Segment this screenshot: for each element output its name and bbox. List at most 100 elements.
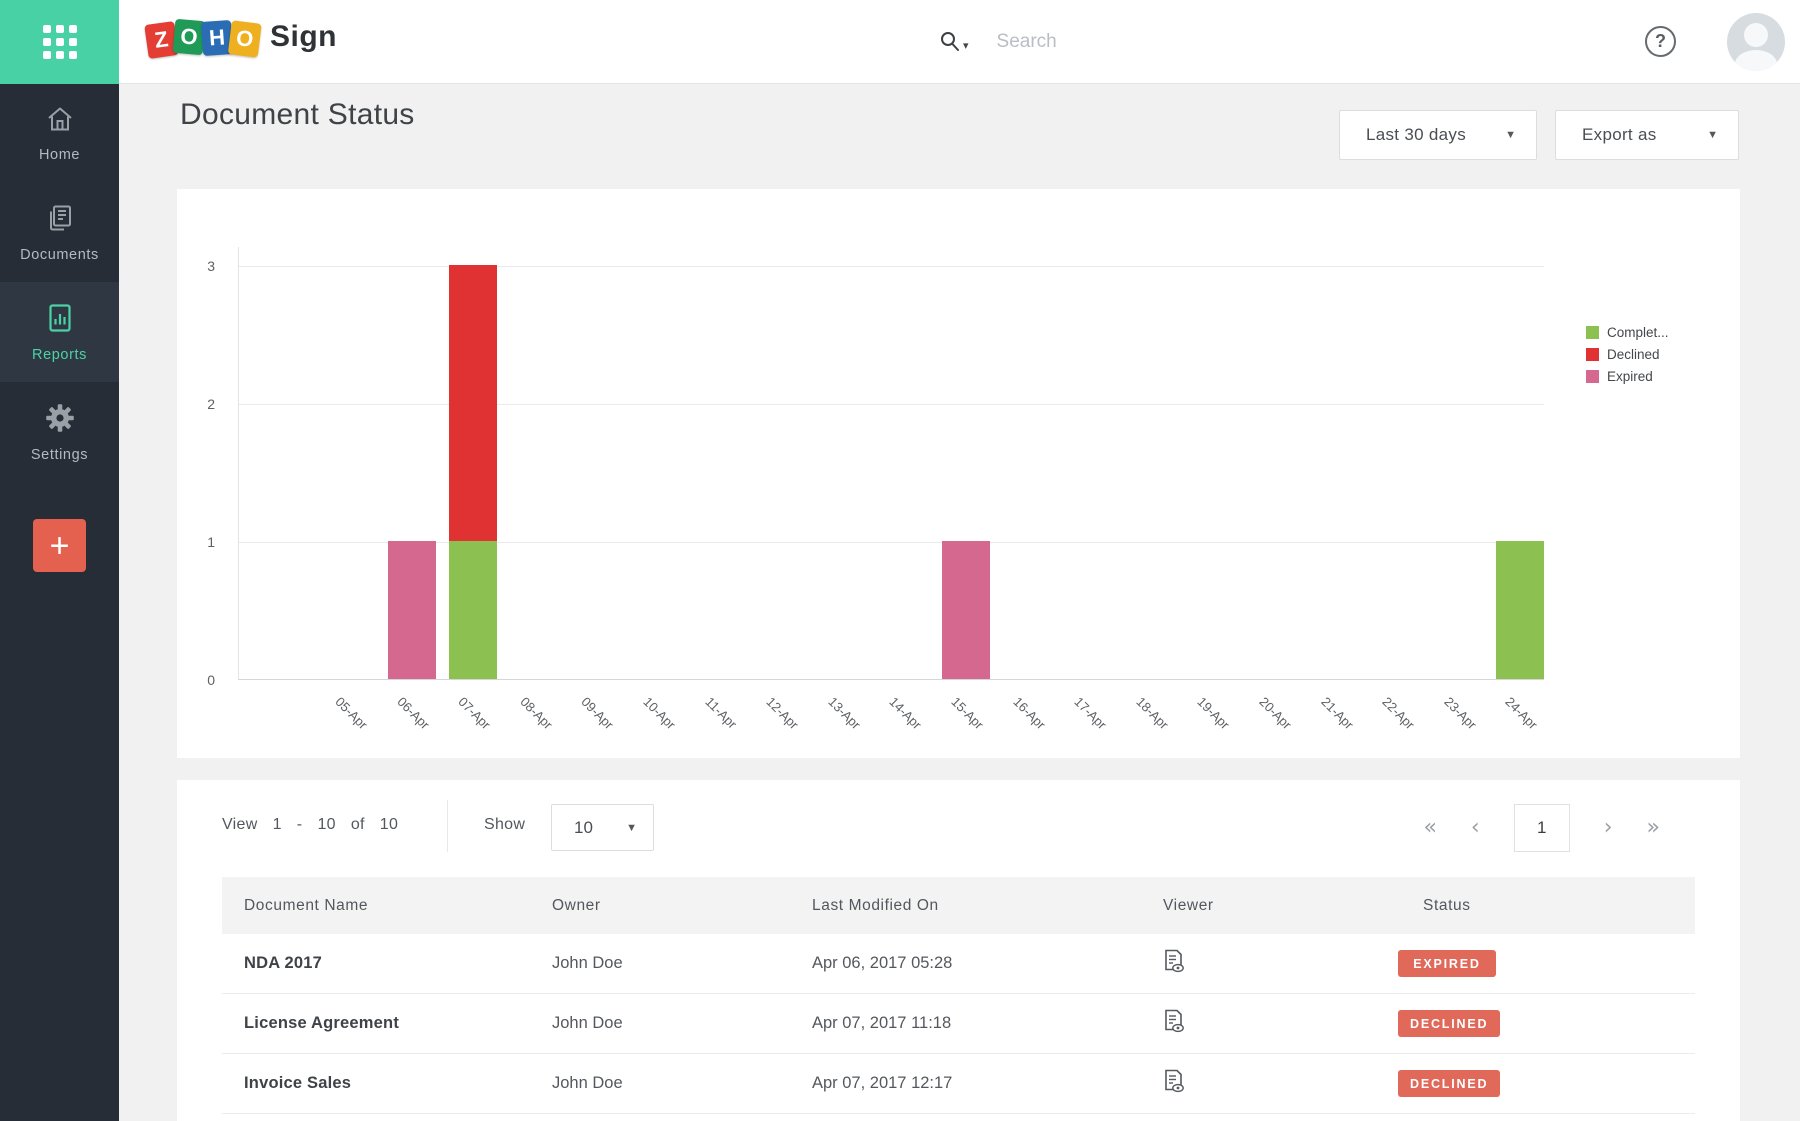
current-page-indicator[interactable]: 1: [1513, 804, 1570, 852]
status-cell: DECLINED: [1398, 1070, 1695, 1097]
documents-table-card: View 1-10 of 10 Show 10 ▼ « ‹ 1 › » Documen…: [177, 780, 1740, 1121]
legend-label: Declined: [1607, 347, 1660, 362]
view-range-part: View: [222, 816, 258, 833]
sidebar-item-reports[interactable]: Reports: [0, 282, 119, 382]
document-viewer-icon[interactable]: [1163, 1008, 1185, 1039]
y-axis-tick-label: 0: [207, 672, 215, 688]
product-name: Sign: [270, 20, 337, 53]
x-axis-tick-label: 23-Apr: [1441, 694, 1480, 733]
help-button[interactable]: ?: [1645, 26, 1676, 57]
x-axis-tick-label: 08-Apr: [517, 694, 556, 733]
bar-segment-declined-07-Apr[interactable]: [449, 265, 498, 541]
view-range-text: View 1-10 of 10: [222, 816, 398, 834]
global-search: ▾: [938, 20, 1327, 64]
x-axis-tick-label: 12-Apr: [763, 694, 802, 733]
sidebar-nav: Home Documents Reports Settings +: [0, 84, 119, 1121]
table-controls: View 1-10 of 10 Show 10 ▼ « ‹ 1 › »: [222, 800, 1695, 855]
owner-cell: John Doe: [552, 954, 623, 972]
column-header-last-modified-on: Last Modified On: [812, 896, 939, 914]
sidebar-item-label: Documents: [20, 247, 99, 263]
page-size-select[interactable]: 10 ▼: [551, 804, 654, 851]
gridline: [239, 404, 1544, 405]
page-title: Document Status: [180, 98, 415, 131]
document-name-cell: Invoice Sales: [244, 1074, 352, 1092]
x-axis-tick-label: 05-Apr: [332, 694, 371, 733]
view-range-part: 10: [379, 816, 399, 833]
column-header-document-name: Document Name: [244, 896, 369, 914]
bar-segment-expired-06-Apr[interactable]: [387, 541, 436, 679]
date-range-dropdown[interactable]: Last 30 days ▼: [1339, 110, 1537, 160]
x-axis-tick-label: 09-Apr: [578, 694, 617, 733]
last-modified-cell: Apr 07, 2017 12:17: [812, 1074, 953, 1092]
document-status-chart-card: 0 1 2 3 05-Apr 06-Apr 07-Apr 08-Apr 09-Apr 10-Ap…: [177, 189, 1740, 758]
legend-swatch-icon: [1586, 348, 1599, 361]
viewer-cell: [1163, 948, 1398, 979]
x-axis-tick-label: 22-Apr: [1379, 694, 1418, 733]
column-header-status: Status: [1423, 896, 1471, 914]
legend-swatch-icon: [1586, 326, 1599, 339]
table-body: NDA 2017 John Doe Apr 06, 2017 05:28 EXPIRE…: [222, 934, 1695, 1114]
chart-x-axis: 05-Apr 06-Apr 07-Apr 08-Apr 09-Apr 10-Apr 11-A…: [238, 686, 1544, 746]
add-document-button[interactable]: +: [33, 519, 86, 572]
document-name-cell: License Agreement: [244, 1014, 400, 1032]
viewer-cell: [1163, 1008, 1398, 1039]
owner-cell: John Doe: [552, 1074, 623, 1092]
view-range-part: of: [350, 816, 365, 833]
user-avatar[interactable]: [1727, 13, 1785, 71]
sidebar-item-label: Home: [38, 147, 81, 163]
legend-item-completed: Complet...: [1586, 325, 1669, 340]
chevron-down-icon: ▼: [1505, 129, 1516, 141]
status-badge: DECLINED: [1398, 1070, 1501, 1097]
settings-icon: [45, 403, 75, 438]
legend-item-expired: Expired: [1586, 369, 1669, 384]
chart-plot-area: [238, 247, 1545, 680]
x-axis-tick-label: 20-Apr: [1256, 694, 1295, 733]
last-page-button[interactable]: »: [1646, 815, 1660, 840]
search-icon[interactable]: [938, 30, 962, 54]
app-grid-icon: [42, 25, 77, 59]
table-row[interactable]: NDA 2017 John Doe Apr 06, 2017 05:28 EXPIRE…: [222, 934, 1695, 994]
bar-segment-completed-24-Apr[interactable]: [1496, 541, 1545, 679]
first-page-button[interactable]: «: [1423, 815, 1437, 840]
table-row[interactable]: License Agreement John Doe Apr 07, 2017 11…: [222, 994, 1695, 1054]
sidebar-item-label: Settings: [30, 447, 89, 463]
pagination: « ‹ 1 › »: [1423, 804, 1660, 852]
x-axis-tick-label: 10-Apr: [640, 694, 679, 733]
next-page-button[interactable]: ›: [1603, 815, 1613, 840]
bar-segment-expired-15-Apr[interactable]: [942, 541, 990, 679]
export-as-dropdown[interactable]: Export as ▼: [1555, 110, 1739, 160]
previous-page-button[interactable]: ‹: [1470, 815, 1480, 840]
sidebar-item-documents[interactable]: Documents: [0, 182, 119, 282]
app-launcher-button[interactable]: [0, 0, 119, 84]
sidebar-item-label: Reports: [32, 347, 87, 363]
status-badge: EXPIRED: [1398, 950, 1496, 977]
last-modified-cell: Apr 06, 2017 05:28: [812, 954, 953, 972]
bar-segment-completed-07-Apr[interactable]: [449, 541, 498, 679]
x-axis-tick-label: 21-Apr: [1317, 694, 1357, 733]
reports-icon: [46, 303, 74, 338]
x-axis-tick-label: 11-Apr: [701, 694, 740, 732]
document-viewer-icon[interactable]: [1163, 948, 1185, 979]
main-content: Document Status Last 30 days ▼ Export as…: [119, 84, 1800, 1121]
search-input[interactable]: [996, 31, 1327, 53]
status-badge: DECLINED: [1398, 1010, 1501, 1037]
x-axis-tick-label: 15-Apr: [948, 694, 987, 733]
table-row[interactable]: Invoice Sales John Doe Apr 07, 2017 12:17 D…: [222, 1054, 1695, 1114]
show-label: Show: [484, 816, 526, 833]
x-axis-tick-label: 06-Apr: [393, 694, 433, 733]
view-range-part: 1: [272, 816, 282, 833]
x-axis-tick-label: 18-Apr: [1133, 694, 1172, 733]
documents-icon: [45, 203, 75, 238]
view-range-part: -: [296, 816, 303, 833]
x-axis-tick-label: 13-Apr: [825, 694, 864, 733]
y-axis-tick-label: 2: [207, 396, 215, 412]
sidebar-item-settings[interactable]: Settings: [0, 382, 119, 482]
table-header-row: Document Name Owner Last Modified On Viewer…: [222, 877, 1695, 934]
search-scope-chevron-icon[interactable]: ▾: [963, 39, 969, 52]
help-icon: ?: [1655, 31, 1666, 51]
document-viewer-icon[interactable]: [1163, 1068, 1185, 1099]
legend-swatch-icon: [1586, 370, 1599, 383]
sidebar-item-home[interactable]: Home: [0, 84, 119, 182]
